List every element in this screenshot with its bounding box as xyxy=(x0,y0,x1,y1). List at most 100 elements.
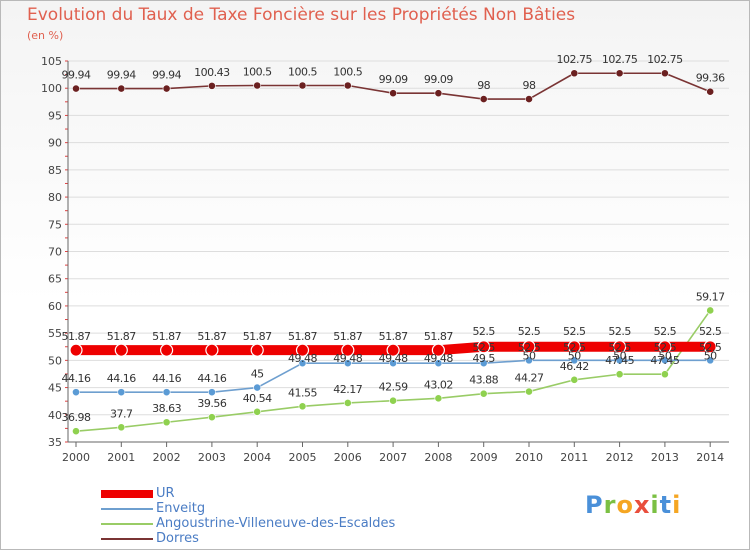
data-point[interactable] xyxy=(615,356,624,365)
data-point[interactable] xyxy=(434,359,443,368)
y-tick-label: 80 xyxy=(48,191,62,204)
data-point[interactable] xyxy=(72,427,80,436)
data-label: 99.94 xyxy=(62,69,91,82)
logo-letter: i xyxy=(672,491,682,519)
data-point[interactable] xyxy=(570,356,579,365)
data-point[interactable] xyxy=(117,388,126,397)
data-point[interactable] xyxy=(431,343,445,357)
data-point[interactable] xyxy=(386,343,400,357)
data-label: 51.87 xyxy=(62,330,91,343)
data-point[interactable] xyxy=(615,370,624,379)
data-point[interactable] xyxy=(72,388,80,397)
data-label: 52.5 xyxy=(608,341,631,354)
data-point[interactable] xyxy=(343,359,352,368)
data-point[interactable] xyxy=(114,343,128,357)
data-point[interactable] xyxy=(117,423,126,432)
data-label: 102.75 xyxy=(557,53,593,66)
data-point[interactable] xyxy=(661,370,669,379)
data-point[interactable] xyxy=(612,340,627,354)
data-label: 42.59 xyxy=(379,381,408,394)
data-point[interactable] xyxy=(479,95,488,103)
data-point[interactable] xyxy=(615,69,624,78)
data-point[interactable] xyxy=(479,389,488,398)
data-point[interactable] xyxy=(706,87,715,96)
data-point[interactable] xyxy=(253,81,262,90)
data-label: 52.5 xyxy=(518,341,541,354)
data-label: 47.45 xyxy=(605,354,634,367)
data-point[interactable] xyxy=(162,418,171,427)
data-label: 51.87 xyxy=(197,330,226,343)
data-point[interactable] xyxy=(69,343,83,357)
data-label: 41.55 xyxy=(288,386,317,399)
data-point[interactable] xyxy=(117,84,126,93)
data-point[interactable] xyxy=(525,95,533,103)
data-point[interactable] xyxy=(389,396,397,405)
data-label: 50 xyxy=(523,349,536,362)
data-label: 43.88 xyxy=(469,374,498,387)
data-point[interactable] xyxy=(343,399,352,407)
data-label: 49.48 xyxy=(288,352,317,365)
data-label: 98 xyxy=(477,79,490,92)
logo-letter: r xyxy=(603,491,617,519)
data-point[interactable] xyxy=(703,340,717,354)
data-point[interactable] xyxy=(341,343,355,357)
data-point[interactable] xyxy=(205,343,219,357)
data-point[interactable] xyxy=(661,69,669,78)
data-point[interactable] xyxy=(298,81,307,90)
x-tick-label: 2005 xyxy=(289,451,317,464)
data-label: 100.5 xyxy=(288,65,317,78)
data-label: 44.16 xyxy=(152,372,181,385)
data-point[interactable] xyxy=(706,306,715,315)
data-label: 99.36 xyxy=(696,72,725,85)
data-point[interactable] xyxy=(343,81,352,90)
y-tick-label: 65 xyxy=(48,273,62,286)
data-point[interactable] xyxy=(389,359,397,368)
logo-letter: o xyxy=(616,491,634,519)
data-point[interactable] xyxy=(661,356,669,365)
y-tick-label: 45 xyxy=(48,382,62,395)
data-point[interactable] xyxy=(567,340,581,354)
x-tick-label: 2003 xyxy=(198,451,226,464)
data-point[interactable] xyxy=(570,375,579,384)
data-point[interactable] xyxy=(525,356,533,365)
data-point[interactable] xyxy=(250,343,264,357)
data-point[interactable] xyxy=(72,84,80,93)
legend-swatch-angoustrine xyxy=(101,523,153,525)
data-point[interactable] xyxy=(207,81,216,90)
data-point[interactable] xyxy=(253,383,262,392)
y-tick-label: 105 xyxy=(41,55,62,68)
data-point[interactable] xyxy=(253,407,262,416)
x-tick-label: 2007 xyxy=(379,451,407,464)
legend-label-enveitg: Enveitg xyxy=(156,501,206,516)
data-labels: 36.98 37.7 38.63 39.56 40.54 41.55 42.17 42.59 4… xyxy=(62,53,726,424)
data-point[interactable] xyxy=(295,343,310,357)
data-point[interactable] xyxy=(658,340,672,354)
y-tick-label: 70 xyxy=(48,246,62,259)
data-point[interactable] xyxy=(298,359,307,368)
data-label: 99.94 xyxy=(107,69,136,82)
data-point[interactable] xyxy=(162,84,171,93)
legend-label-dorres: Dorres xyxy=(156,531,199,546)
data-point[interactable] xyxy=(434,89,443,98)
data-point[interactable] xyxy=(207,413,216,422)
data-point[interactable] xyxy=(706,356,715,365)
data-point[interactable] xyxy=(479,359,488,368)
data-label-upper: 52.5 xyxy=(654,325,677,338)
legend-label-angoustrine: Angoustrine-Villeneuve-des-Escaldes xyxy=(156,516,396,531)
x-tick-label: 2011 xyxy=(560,451,588,464)
data-label: 51.87 xyxy=(107,330,136,343)
data-point[interactable] xyxy=(477,340,491,354)
data-point[interactable] xyxy=(160,343,174,357)
data-label: 59.17 xyxy=(696,290,725,303)
data-point[interactable] xyxy=(207,388,216,397)
data-point[interactable] xyxy=(389,89,397,98)
data-point[interactable] xyxy=(570,69,579,78)
data-label: 52.5 xyxy=(699,341,722,354)
data-point[interactable] xyxy=(525,387,533,396)
data-point[interactable] xyxy=(434,394,443,403)
data-point[interactable] xyxy=(162,388,171,397)
data-label: 51.87 xyxy=(152,330,181,343)
data-point[interactable] xyxy=(522,340,536,354)
data-point[interactable] xyxy=(298,402,307,411)
